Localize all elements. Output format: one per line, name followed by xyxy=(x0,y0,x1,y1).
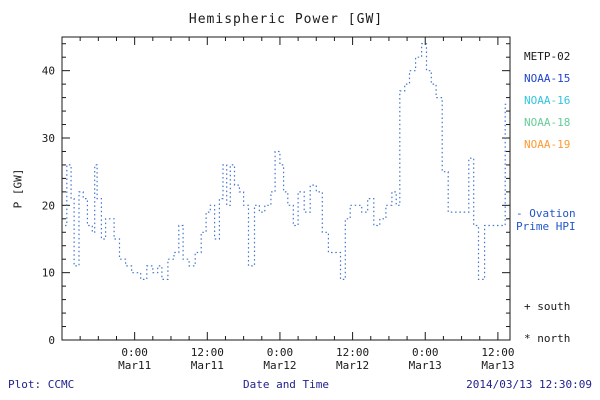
chart-title: Hemispheric Power [GW] xyxy=(188,12,384,27)
plot-source-label: Plot: CCMC xyxy=(8,378,75,391)
north-marker-note: * north xyxy=(524,332,571,345)
svg-text:40: 40 xyxy=(42,65,55,78)
legend-item-noaa15: NOAA-15 xyxy=(524,72,571,85)
svg-text:12:00: 12:00 xyxy=(191,346,224,359)
svg-text:Mar12: Mar12 xyxy=(263,359,296,372)
svg-text:Mar12: Mar12 xyxy=(336,359,369,372)
svg-text:Mar11: Mar11 xyxy=(191,359,224,372)
svg-text:0:00: 0:00 xyxy=(121,346,148,359)
svg-text:12:00: 12:00 xyxy=(481,346,514,359)
plot-timestamp: 2014/03/13 12:30:09 xyxy=(466,378,592,391)
ovation-hpi-label-line2: Prime HPI xyxy=(516,220,576,233)
svg-text:10: 10 xyxy=(42,267,55,280)
south-marker-note: + south xyxy=(524,300,571,313)
svg-text:Mar13: Mar13 xyxy=(409,359,442,372)
legend-item-noaa18: NOAA-18 xyxy=(524,116,571,129)
legend-item-noaa16: NOAA-16 xyxy=(524,94,571,107)
svg-text:30: 30 xyxy=(42,132,55,145)
svg-text:20: 20 xyxy=(42,199,55,212)
svg-text:Mar11: Mar11 xyxy=(118,359,151,372)
svg-text:Mar13: Mar13 xyxy=(481,359,514,372)
legend-item-metp02: METP-02 xyxy=(524,50,571,63)
svg-text:0:00: 0:00 xyxy=(412,346,439,359)
legend-item-noaa19: NOAA-19 xyxy=(524,138,571,151)
svg-text:0:00: 0:00 xyxy=(267,346,294,359)
svg-text:0: 0 xyxy=(48,334,55,347)
ovation-hpi-label-line1: - Ovation xyxy=(516,207,576,220)
svg-text:12:00: 12:00 xyxy=(336,346,369,359)
x-axis-label: Date and Time xyxy=(242,378,330,391)
